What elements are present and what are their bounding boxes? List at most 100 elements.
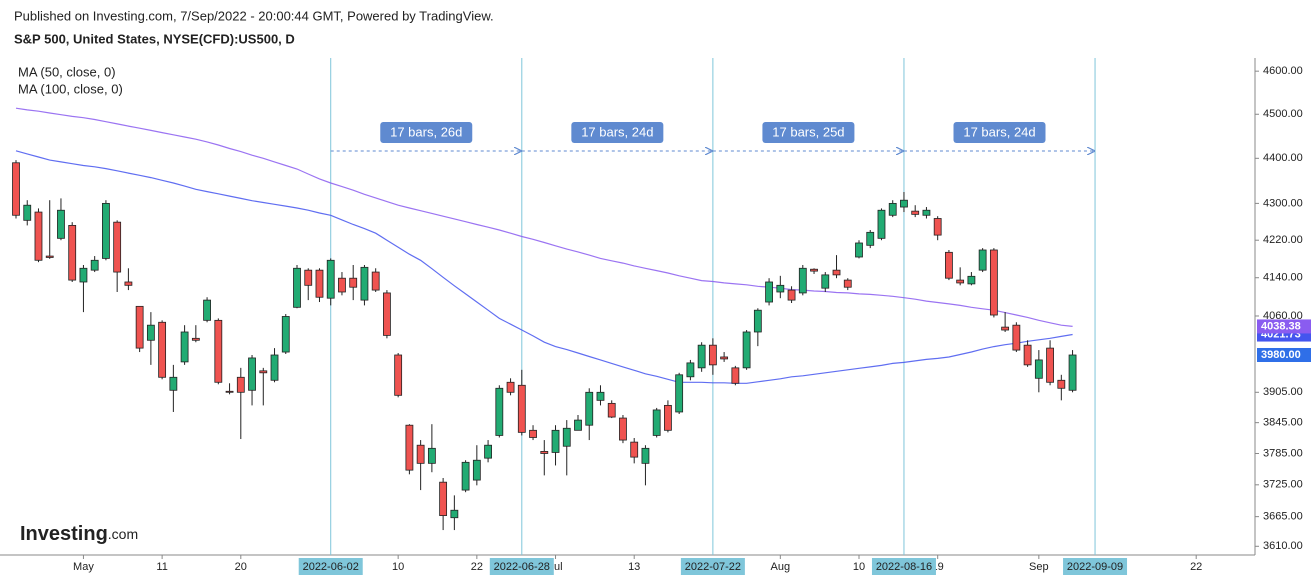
y-tick-label: 4400.00 [1263,152,1303,164]
ma-price-box [1257,319,1311,334]
candle-body [596,391,605,401]
candle-body [394,354,403,396]
candle-body [383,292,391,336]
range-label: 17 bars, 24d [963,124,1035,139]
candle-body [461,461,470,491]
candle-body [1034,359,1043,379]
candle-body [776,284,785,293]
range-label-box [571,122,664,143]
candle-body [146,324,155,341]
candle-body [641,447,650,464]
legend-entry: MA (100, close, 0) [18,81,123,96]
x-tick-label: 22 [471,561,483,573]
y-tick-label: 4220.00 [1263,234,1303,246]
candle-body [349,277,358,288]
candle-body [753,309,762,333]
candle-body [113,221,122,273]
y-tick-label: 3725.00 [1263,479,1303,491]
x-tick-label: 13 [628,561,640,573]
candle-body [472,459,481,481]
symbol-title: S&P 500, United States, NYSE(CFD):US500,… [14,31,295,46]
candle-body [989,249,998,316]
candle-body [360,266,369,301]
ma-line [15,150,1073,384]
y-tick-label: 3905.00 [1263,386,1303,398]
candle-body [416,444,425,464]
candle-body [911,210,920,215]
candle-body [855,242,863,258]
marker-date-box [680,558,745,575]
candle-body [180,331,189,363]
candle-body [259,370,268,374]
candle-body [225,390,234,393]
published-note: Published on Investing.com, 7/Sep/2022 -… [14,8,494,23]
candle-body [90,259,99,271]
candle-body [371,271,380,291]
candle-body [304,269,313,286]
x-tick-label: Aug [771,561,791,573]
candle-body [978,249,987,271]
candle-body [607,402,616,418]
candle-body [338,277,346,293]
candle-body [574,419,582,431]
candle-body [57,209,65,239]
y-tick-label: 4060.00 [1263,310,1303,322]
candle-body [102,202,110,259]
candle-body [203,299,211,321]
marker-date-box [489,558,554,575]
x-tick-label: 10 [853,561,865,573]
candle-body [708,344,717,366]
candle-body [529,429,537,438]
candle-body [248,357,256,391]
candle-body [1012,324,1021,351]
candle-body [877,209,886,239]
marker-date-box [1063,558,1128,575]
x-tick-label: 10 [392,561,404,573]
y-tick-label: 4300.00 [1263,197,1303,209]
candle-body [832,269,841,276]
candle-body [1023,344,1032,366]
candle-body [765,281,773,303]
candle-body [281,316,290,353]
candle-body [12,162,20,216]
candle-body [967,275,976,285]
ma-price-label: 4038.38 [1261,320,1301,332]
candle-body [787,289,796,301]
candle-body [405,424,414,471]
y-tick-label: 3665.00 [1263,511,1303,523]
candle-body [326,259,335,299]
candle-body [900,199,908,208]
candle-body [439,481,448,516]
ma-line [15,107,1073,327]
candle-body [484,444,492,459]
range-label-box [380,122,473,143]
range-label: 17 bars, 26d [390,124,462,139]
range-label-box [953,122,1046,143]
candle-body [731,367,740,384]
candle-body [236,376,245,393]
x-tick-label: 22 [1190,561,1202,573]
y-tick-label: 3785.00 [1263,447,1303,459]
legend-entry: MA (50, close, 0) [18,64,116,79]
candle-body [450,509,459,519]
candle-body [742,331,751,369]
candle-body [495,387,504,436]
candle-body [158,321,167,378]
logo-name: Investing [20,523,108,545]
candle-body [540,451,549,454]
candle-body [427,447,436,464]
marker-date-box [871,558,936,575]
logo-suffix: .com [108,526,138,542]
marker-date-label: 2022-08-16 [876,561,932,573]
marker-date-label: 2022-06-28 [494,561,550,573]
candle-body [720,356,729,360]
candle-body [798,267,807,294]
candle-body [191,337,200,341]
candle-body [79,267,88,283]
marker-date-label: 2022-07-22 [685,561,741,573]
candle-body [293,267,301,308]
x-tick-label: 20 [235,561,247,573]
candle-body [169,376,178,391]
